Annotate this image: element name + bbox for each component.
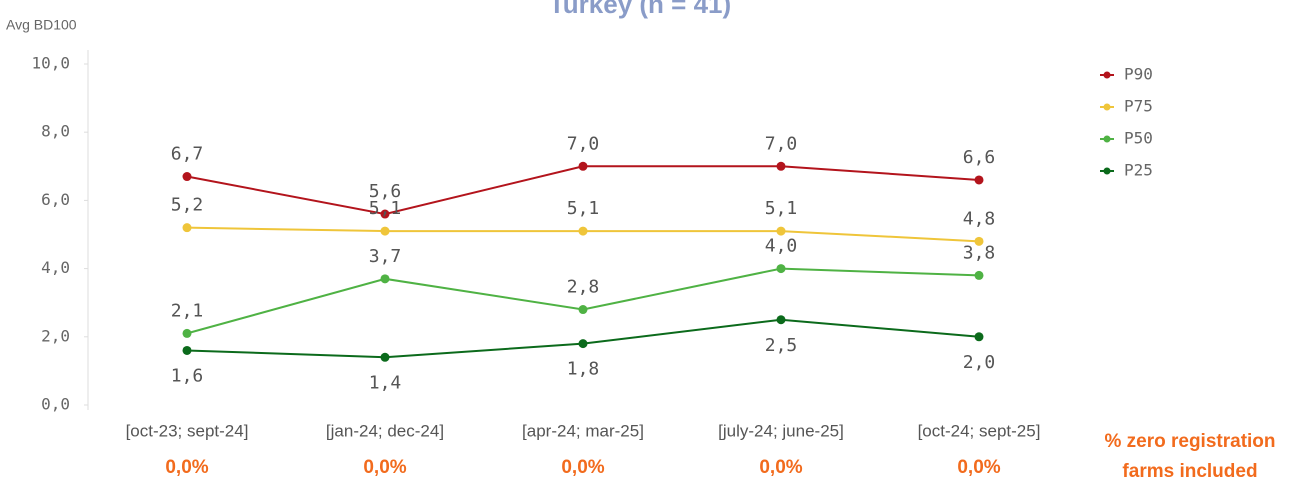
- zero-label: 0,0%: [957, 457, 1000, 478]
- data-point: [380, 226, 390, 236]
- zero-label: 0,0%: [363, 457, 406, 478]
- data-point: [578, 339, 588, 349]
- x-tick-label: [oct-24; sept-25]: [918, 421, 1041, 440]
- data-label: 2,8: [567, 277, 600, 298]
- data-label: 4,8: [963, 208, 996, 229]
- data-label: 5,2: [171, 195, 204, 216]
- data-label: 5,1: [765, 198, 798, 219]
- data-point: [380, 209, 390, 219]
- data-label: 6,6: [963, 147, 996, 168]
- data-point: [776, 315, 786, 325]
- zero-caption: % zero registration: [1104, 431, 1275, 452]
- zero-label: 0,0%: [561, 457, 604, 478]
- data-label: 1,6: [171, 365, 204, 386]
- x-tick-label: [july-24; june-25]: [718, 421, 844, 440]
- y-tick-label: 2,0: [41, 326, 70, 345]
- data-point: [974, 270, 984, 280]
- data-point: [776, 161, 786, 171]
- y-tick-label: 6,0: [41, 190, 70, 209]
- legend-label: P90: [1124, 65, 1153, 84]
- x-tick-label: [jan-24; dec-24]: [326, 421, 444, 440]
- data-label: 2,5: [765, 335, 798, 356]
- data-label: 5,1: [369, 198, 402, 219]
- data-point: [182, 328, 192, 338]
- data-point: [578, 305, 588, 315]
- data-label: 3,8: [963, 242, 996, 263]
- data-label: 2,0: [963, 352, 996, 373]
- chart-title: Turkey (n = 41): [549, 0, 731, 19]
- data-point: [578, 161, 588, 171]
- data-point: [182, 345, 192, 355]
- data-label: 1,4: [369, 372, 402, 393]
- data-point: [578, 226, 588, 236]
- x-tick-label: [oct-23; sept-24]: [126, 421, 249, 440]
- legend-label: P25: [1124, 161, 1153, 180]
- y-tick-label: 8,0: [41, 122, 70, 141]
- data-label: 3,7: [369, 246, 402, 267]
- data-label: 5,6: [369, 181, 402, 202]
- legend-marker: [1103, 135, 1111, 143]
- data-label: 7,0: [765, 133, 798, 154]
- legend-marker: [1103, 103, 1111, 111]
- data-point: [974, 236, 984, 246]
- data-point: [776, 226, 786, 236]
- data-label: 5,1: [567, 198, 600, 219]
- data-point: [182, 172, 192, 182]
- y-axis-label: Avg BD100: [6, 17, 77, 33]
- legend-label: P75: [1124, 97, 1153, 116]
- legend-marker: [1103, 167, 1111, 175]
- data-label: 7,0: [567, 133, 600, 154]
- x-tick-label: [apr-24; mar-25]: [522, 421, 644, 440]
- legend-label: P50: [1124, 129, 1153, 148]
- data-point: [974, 332, 984, 342]
- data-point: [380, 352, 390, 362]
- legend-marker: [1103, 71, 1111, 79]
- data-label: 2,1: [171, 300, 204, 321]
- zero-caption: farms included: [1122, 461, 1257, 482]
- data-point: [974, 175, 984, 185]
- data-label: 1,8: [567, 359, 600, 380]
- y-tick-label: 10,0: [31, 54, 70, 73]
- data-label: 6,7: [171, 144, 204, 165]
- series-line: [186, 318, 980, 359]
- data-point: [182, 223, 192, 233]
- zero-label: 0,0%: [759, 457, 802, 478]
- data-label: 4,0: [765, 236, 798, 257]
- zero-label: 0,0%: [165, 457, 208, 478]
- y-tick-label: 0,0: [41, 395, 70, 414]
- data-point: [776, 264, 786, 274]
- y-tick-label: 4,0: [41, 258, 70, 277]
- data-point: [380, 274, 390, 284]
